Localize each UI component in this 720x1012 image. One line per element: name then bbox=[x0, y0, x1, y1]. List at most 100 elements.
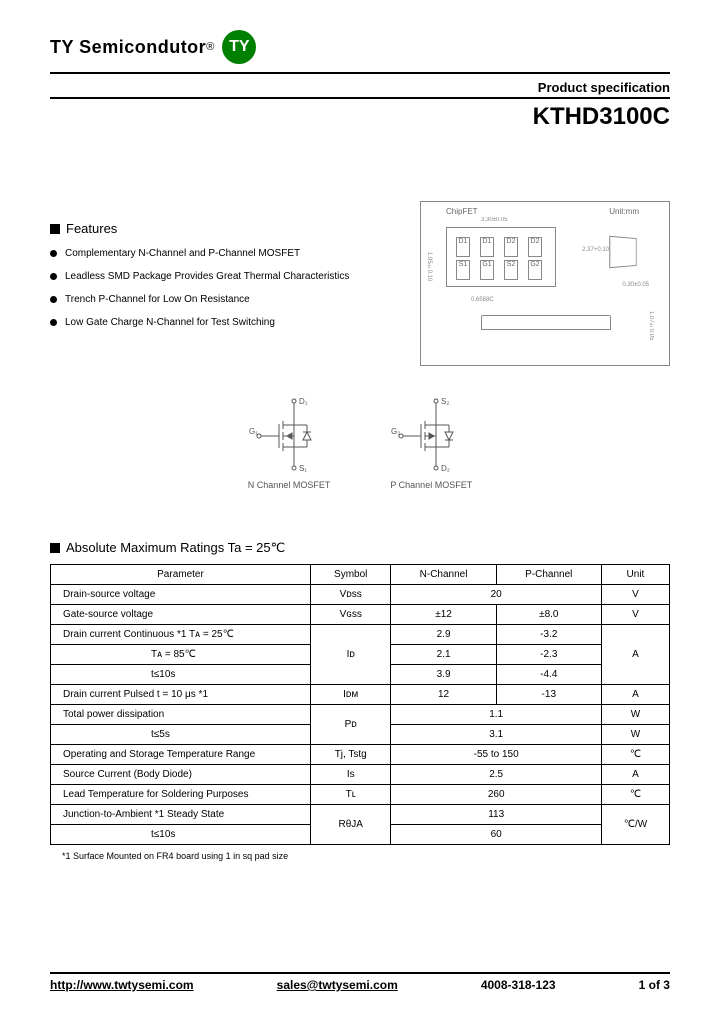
cell-unit: A bbox=[601, 625, 669, 685]
cell-value-merged: 60 bbox=[391, 825, 601, 845]
package-drawing: ChipFET Unit:mm D1 D1 D2 D2 S1 G1 S2 G2 … bbox=[420, 201, 670, 366]
cell-symbol: Tʟ bbox=[310, 785, 390, 805]
svg-text:G₂: G₂ bbox=[391, 427, 400, 436]
cell-unit: W bbox=[601, 705, 669, 725]
cell-parameter: t≤5s bbox=[51, 725, 311, 745]
cell-symbol: Vᴅss bbox=[310, 585, 390, 605]
cell-parameter: t≤10s bbox=[51, 665, 311, 685]
features-column: Features Complementary N-Channel and P-C… bbox=[50, 201, 400, 366]
registered-mark: ® bbox=[206, 41, 214, 53]
spec-label: Product specification bbox=[538, 80, 670, 95]
package-type-label: ChipFET bbox=[446, 207, 478, 216]
col-pchannel: P-Channel bbox=[496, 565, 601, 585]
ratings-table: Parameter Symbol N-Channel P-Channel Uni… bbox=[50, 564, 670, 845]
part-number: KTHD3100C bbox=[533, 103, 670, 131]
dim-thick: 1.07±0.05 bbox=[648, 311, 654, 340]
ratings-footnote: *1 Surface Mounted on FR4 board using 1 … bbox=[50, 851, 670, 861]
p-channel-schematic: S₂ G₂ D₂ bbox=[390, 396, 472, 490]
cell-symbol: RθJA bbox=[310, 805, 390, 845]
dim-pad: 0.30±0.05 bbox=[622, 282, 649, 288]
n-channel-schematic: D₁ G₁ S₁ bbox=[248, 396, 331, 490]
package-pins-top: D1 D1 D2 D2 bbox=[456, 237, 542, 257]
p-channel-label: P Channel MOSFET bbox=[390, 480, 472, 490]
cell-parameter: Operating and Storage Temperature Range bbox=[51, 745, 311, 765]
table-row: Lead Temperature for Soldering PurposesT… bbox=[51, 785, 670, 805]
package-unit-label: Unit:mm bbox=[609, 207, 639, 216]
svg-text:D₁: D₁ bbox=[299, 397, 308, 406]
cell-symbol: Is bbox=[310, 765, 390, 785]
cell-nchannel: 2.9 bbox=[391, 625, 496, 645]
footer-url[interactable]: http://www.twtysemi.com bbox=[50, 978, 194, 992]
svg-text:D₂: D₂ bbox=[441, 464, 450, 473]
svg-text:S₁: S₁ bbox=[299, 464, 307, 473]
cell-nchannel: 3.9 bbox=[391, 665, 496, 685]
dim-height: 1.95±0.10 bbox=[426, 252, 432, 281]
cell-unit: ℃ bbox=[601, 745, 669, 765]
header: TY Semicondutor ® TY bbox=[50, 30, 670, 74]
n-channel-label: N Channel MOSFET bbox=[248, 480, 331, 490]
table-row: Operating and Storage Temperature RangeT… bbox=[51, 745, 670, 765]
bullet-icon bbox=[50, 250, 57, 257]
cell-parameter: Total power dissipation bbox=[51, 705, 311, 725]
cell-value-merged: 2.5 bbox=[391, 765, 601, 785]
cell-symbol: Iᴅᴍ bbox=[310, 685, 390, 705]
feature-item: Complementary N-Channel and P-Channel MO… bbox=[50, 248, 400, 259]
square-bullet-icon bbox=[50, 224, 60, 234]
logo-icon: TY bbox=[222, 30, 256, 64]
cell-parameter: Source Current (Body Diode) bbox=[51, 765, 311, 785]
feature-item: Low Gate Charge N-Channel for Test Switc… bbox=[50, 317, 400, 328]
cell-value-merged: -55 to 150 bbox=[391, 745, 601, 765]
cell-unit: W bbox=[601, 725, 669, 745]
col-unit: Unit bbox=[601, 565, 669, 585]
company-name: TY Semicondutor bbox=[50, 37, 206, 58]
cell-unit: A bbox=[601, 685, 669, 705]
table-row: Drain current Continuous *1 Tᴀ = 25℃Iᴅ2.… bbox=[51, 625, 670, 645]
cell-parameter: Tᴀ = 85℃ bbox=[51, 645, 311, 665]
cell-pchannel: -4.4 bbox=[496, 665, 601, 685]
cell-value-merged: 20 bbox=[391, 585, 601, 605]
cell-unit: V bbox=[601, 585, 669, 605]
cell-parameter: Drain current Pulsed t = 10 μs *1 bbox=[51, 685, 311, 705]
cell-unit: A bbox=[601, 765, 669, 785]
schematic-row: D₁ G₁ S₁ bbox=[50, 396, 670, 490]
cell-symbol: Vɢss bbox=[310, 605, 390, 625]
col-symbol: Symbol bbox=[310, 565, 390, 585]
feature-list: Complementary N-Channel and P-Channel MO… bbox=[50, 248, 400, 328]
bullet-icon bbox=[50, 319, 57, 326]
cell-pchannel: ±8.0 bbox=[496, 605, 601, 625]
square-bullet-icon bbox=[50, 543, 60, 553]
table-row: Drain-source voltageVᴅss20V bbox=[51, 585, 670, 605]
cell-parameter: Gate-source voltage bbox=[51, 605, 311, 625]
cell-parameter: Drain-source voltage bbox=[51, 585, 311, 605]
feature-item: Trench P-Channel for Low On Resistance bbox=[50, 294, 400, 305]
cell-symbol: Iᴅ bbox=[310, 625, 390, 685]
svg-text:S₂: S₂ bbox=[441, 397, 449, 406]
table-header-row: Parameter Symbol N-Channel P-Channel Uni… bbox=[51, 565, 670, 585]
cell-value-merged: 260 bbox=[391, 785, 601, 805]
col-nchannel: N-Channel bbox=[391, 565, 496, 585]
cell-value-merged: 3.1 bbox=[391, 725, 601, 745]
cell-symbol: Tj, Tstg bbox=[310, 745, 390, 765]
ratings-title: Absolute Maximum Ratings Ta = 25℃ bbox=[50, 540, 670, 556]
dim-pitch: 0.6588C bbox=[471, 297, 494, 303]
cell-pchannel: -2.3 bbox=[496, 645, 601, 665]
table-row: Source Current (Body Diode)Is2.5A bbox=[51, 765, 670, 785]
col-parameter: Parameter bbox=[51, 565, 311, 585]
feature-item: Leadless SMD Package Provides Great Ther… bbox=[50, 271, 400, 282]
cell-value-merged: 1.1 bbox=[391, 705, 601, 725]
cell-symbol: Pᴅ bbox=[310, 705, 390, 745]
bullet-icon bbox=[50, 296, 57, 303]
cell-unit: ℃/W bbox=[601, 805, 669, 845]
cell-parameter: Lead Temperature for Soldering Purposes bbox=[51, 785, 311, 805]
cell-nchannel: 12 bbox=[391, 685, 496, 705]
package-pins-bottom: S1 G1 S2 G2 bbox=[456, 260, 542, 280]
spec-row: Product specification bbox=[50, 80, 670, 99]
footer-email[interactable]: sales@twtysemi.com bbox=[277, 978, 398, 992]
table-row: Junction-to-Ambient *1 Steady StateRθJA1… bbox=[51, 805, 670, 825]
cell-nchannel: ±12 bbox=[391, 605, 496, 625]
cell-unit: V bbox=[601, 605, 669, 625]
features-title: Features bbox=[50, 221, 400, 236]
cell-parameter: Drain current Continuous *1 Tᴀ = 25℃ bbox=[51, 625, 311, 645]
cell-parameter: t≤10s bbox=[51, 825, 311, 845]
package-side-view bbox=[609, 237, 654, 277]
